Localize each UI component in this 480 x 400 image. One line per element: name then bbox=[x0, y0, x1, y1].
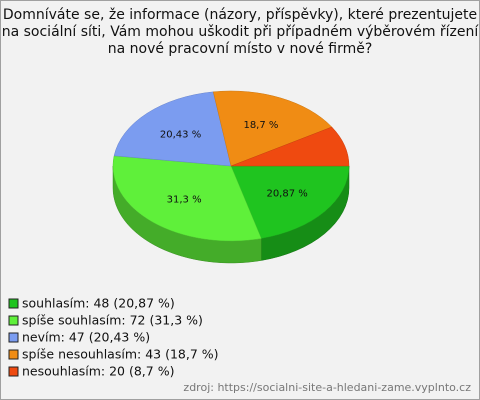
pie-slice bbox=[112, 155, 262, 242]
legend-label: souhlasím: 48 (20,87 %) bbox=[22, 296, 175, 311]
slice-label: 20,87 % bbox=[266, 188, 307, 199]
slice-label: 31,3 % bbox=[167, 195, 202, 206]
legend-swatch bbox=[8, 298, 19, 309]
legend-swatch bbox=[8, 315, 19, 326]
pie-slice bbox=[113, 91, 232, 167]
chart-title: na nové pracovní místo v nové firmě? bbox=[108, 41, 373, 57]
legend-label: spíše souhlasím: 72 (31,3 %) bbox=[22, 313, 203, 328]
slice-label: 20,43 % bbox=[160, 129, 201, 140]
source-note: zdroj: https://socialni-site-a-hledani-z… bbox=[183, 381, 471, 394]
legend-label: nevím: 47 (20,43 %) bbox=[22, 330, 150, 345]
pie-slice bbox=[230, 165, 350, 239]
legend-label: nesouhlasím: 20 (8,7 %) bbox=[22, 364, 174, 379]
slice-label: 18,7 % bbox=[243, 120, 278, 131]
legend-swatch bbox=[8, 332, 19, 343]
chart-title: na sociální síti, Vám mohou uškodit při … bbox=[2, 24, 479, 40]
chart-title: Domníváte se, že informace (názory, přís… bbox=[3, 7, 477, 23]
legend-label: spíše nesouhlasím: 43 (18,7 %) bbox=[22, 347, 219, 362]
pie-slice bbox=[212, 90, 333, 167]
legend-swatch bbox=[8, 366, 19, 377]
legend-swatch bbox=[8, 349, 19, 360]
pie-slice bbox=[230, 126, 350, 167]
